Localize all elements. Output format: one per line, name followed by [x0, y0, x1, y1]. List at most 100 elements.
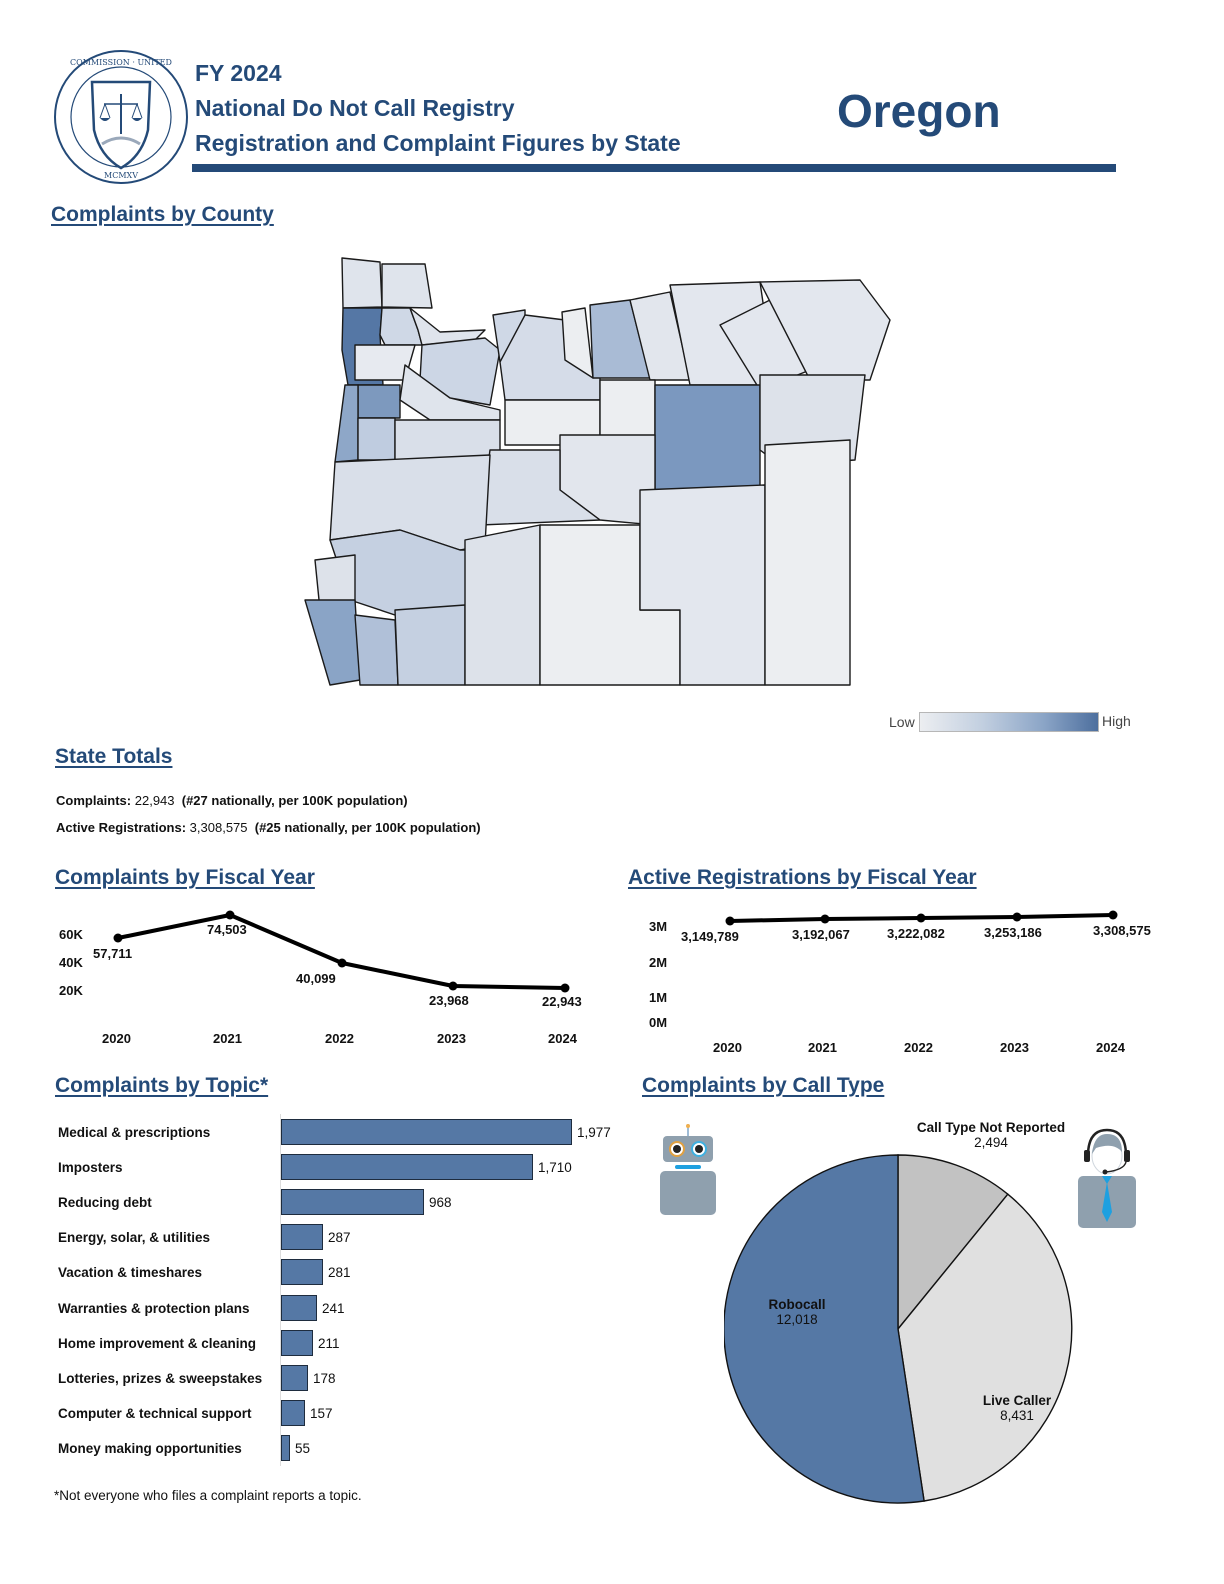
data-label: 3,222,082: [887, 926, 945, 941]
totals-section-title: State Totals: [55, 745, 173, 768]
topic-section-title: Complaints by Topic*: [55, 1074, 269, 1097]
complaints-line: [113, 910, 570, 993]
cfy-section-title: Complaints by Fiscal Year: [55, 866, 315, 889]
x-tick: 2023: [437, 1031, 466, 1046]
y-tick: 3M: [649, 919, 668, 934]
topic-value: 241: [322, 1301, 345, 1316]
topic-value: 1,710: [538, 1160, 572, 1175]
topic-label: Lotteries, prizes & sweepstakes: [58, 1371, 263, 1386]
robot-icon: [658, 1124, 718, 1216]
x-tick: 2020: [713, 1040, 742, 1055]
topic-footnote: *Not everyone who files a complaint repo…: [54, 1488, 362, 1503]
pie-label-robocall: Robocall 12,018: [752, 1297, 842, 1327]
topic-bar: [281, 1365, 308, 1391]
pie-category: Call Type Not Reported: [916, 1120, 1066, 1135]
data-label: 3,308,575: [1093, 923, 1151, 938]
county-columbia: [381, 263, 433, 309]
topic-value: 55: [295, 1441, 311, 1456]
topic-label: Home improvement & cleaning: [58, 1336, 257, 1351]
x-tick: 2024: [548, 1031, 577, 1046]
state-name: Oregon: [837, 85, 1001, 137]
x-tick: 2022: [325, 1031, 354, 1046]
fiscal-year: FY 2024: [195, 60, 282, 86]
registrations-value: 3,308,575: [189, 820, 248, 835]
topic-bar: [281, 1330, 313, 1356]
pie-slice-robocall: [723, 1154, 925, 1504]
live-caller-icon: [1076, 1126, 1138, 1230]
topic-bar: [281, 1295, 317, 1321]
data-label: 22,943: [542, 994, 582, 1009]
data-label: 74,503: [207, 922, 247, 937]
legend-high-label: High: [1102, 713, 1131, 729]
complaints-label: Complaints:: [56, 793, 132, 808]
data-label: 3,192,067: [792, 927, 850, 942]
calltype-pie-chart: [723, 1154, 1074, 1504]
topic-bar: [281, 1189, 424, 1215]
pie-value: 12,018: [776, 1312, 818, 1327]
x-tick: 2023: [1000, 1040, 1029, 1055]
pie-slice-not-reported: [897, 1154, 1009, 1331]
calltype-section-title: Complaints by Call Type: [642, 1074, 885, 1097]
map-legend-gradient: [919, 712, 1099, 732]
report-subtitle: Registration and Complaint Figures by St…: [195, 130, 681, 156]
pie-label-not-reported: Call Type Not Reported 2,494: [906, 1120, 1076, 1150]
pie-slice-live-caller: [897, 1193, 1073, 1502]
x-tick: 2021: [808, 1040, 837, 1055]
data-label: 40,099: [296, 971, 336, 986]
svg-text:COMMISSION · UNITED: COMMISSION · UNITED: [70, 58, 172, 67]
topic-label: Money making opportunities: [58, 1441, 242, 1456]
totals-complaints: Complaints: 22,943 (#27 nationally, per …: [56, 793, 408, 808]
topic-bar: [281, 1259, 323, 1285]
county-wallowa: [759, 279, 891, 381]
topic-label: Medical & prescriptions: [58, 1125, 211, 1140]
pie-value: 2,494: [974, 1135, 1008, 1150]
svg-text:MCMXV: MCMXV: [104, 171, 138, 180]
county-malheur: [764, 439, 851, 686]
topic-bar: [281, 1435, 290, 1461]
topic-bar: [281, 1400, 305, 1426]
arfy-section-title: Active Registrations by Fiscal Year: [628, 866, 977, 889]
topic-value: 157: [310, 1406, 333, 1421]
y-tick: 2M: [649, 955, 668, 970]
totals-registrations: Active Registrations: 3,308,575 (#25 nat…: [56, 820, 481, 835]
topic-bar: [281, 1224, 323, 1250]
topic-value: 211: [318, 1336, 340, 1351]
pie-label-live-caller: Live Caller 8,431: [972, 1393, 1062, 1423]
topic-label: Warranties & protection plans: [58, 1301, 250, 1316]
x-tick: 2024: [1096, 1040, 1125, 1055]
y-tick: 60K: [59, 927, 83, 942]
topic-value: 287: [328, 1230, 351, 1245]
x-tick: 2022: [904, 1040, 933, 1055]
registrations-label: Active Registrations:: [56, 820, 187, 835]
y-tick: 20K: [59, 983, 83, 998]
topic-label: Computer & technical support: [58, 1406, 252, 1421]
complaints-value: 22,943: [134, 793, 175, 808]
pie-category: Live Caller: [982, 1393, 1052, 1408]
data-label: 3,253,186: [984, 925, 1042, 940]
topic-value: 968: [429, 1195, 452, 1210]
topic-value: 178: [313, 1371, 336, 1386]
x-tick: 2020: [102, 1031, 131, 1046]
topic-value: 1,977: [577, 1125, 611, 1140]
bar-axis: [280, 1114, 281, 1466]
registrations-line: [725, 910, 1118, 926]
complaints-rank: (#27 nationally, per 100K population): [181, 793, 408, 808]
topic-bar: [281, 1154, 533, 1180]
registrations-rank: (#25 nationally, per 100K population): [254, 820, 481, 835]
topic-value: 281: [328, 1265, 351, 1280]
data-label: 23,968: [429, 993, 469, 1008]
topic-label: Imposters: [58, 1160, 123, 1175]
topic-label: Energy, solar, & utilities: [58, 1230, 211, 1245]
header-rule: [192, 164, 1116, 172]
y-tick: 1M: [649, 990, 668, 1005]
map-section-title: Complaints by County: [51, 203, 274, 226]
legend-low-label: Low: [889, 714, 915, 730]
topic-label: Reducing debt: [58, 1195, 152, 1210]
pie-value: 8,431: [1000, 1408, 1034, 1423]
y-tick: 0M: [649, 1015, 668, 1030]
report-title: National Do Not Call Registry: [195, 95, 515, 121]
y-tick: 40K: [59, 955, 83, 970]
data-label: 3,149,789: [681, 929, 739, 944]
ftc-seal: COMMISSION · UNITED MCMXV: [52, 48, 190, 186]
county-map: [300, 250, 900, 690]
